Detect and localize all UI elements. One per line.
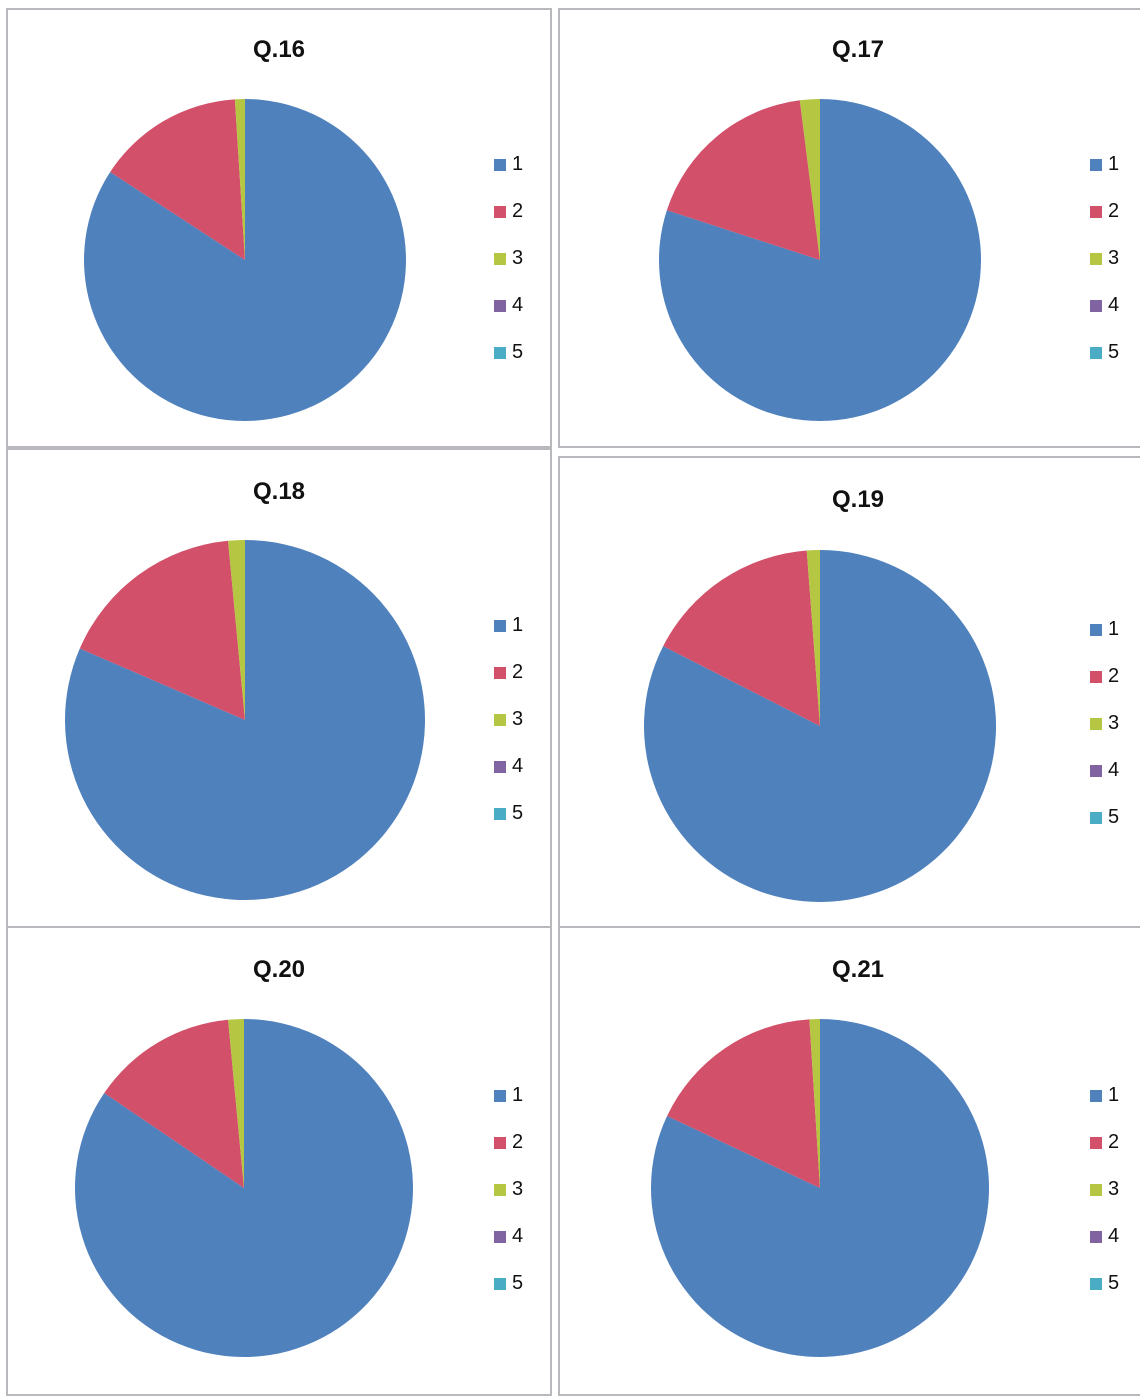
legend-label: 3 <box>512 708 524 730</box>
chart-title: Q.19 <box>831 486 885 513</box>
pie-slice-3 <box>234 99 245 260</box>
legend-label: 1 <box>1108 1084 1120 1106</box>
pie-slice-2 <box>667 1019 820 1188</box>
legend-swatch <box>1090 206 1102 218</box>
legend-swatch <box>494 253 506 265</box>
legend-label: 3 <box>512 247 524 269</box>
legend-label: 3 <box>512 1178 524 1200</box>
pie-slice-2 <box>666 100 820 260</box>
legend-swatch <box>1090 718 1102 730</box>
legend-label: 5 <box>1108 341 1120 363</box>
legend-swatch <box>1090 1184 1102 1196</box>
legend-label: 2 <box>1108 1131 1120 1153</box>
pie-chart <box>65 540 425 900</box>
legend-swatch <box>494 808 506 820</box>
legend-label: 2 <box>512 1131 524 1153</box>
legend-label: 4 <box>512 755 524 777</box>
legend-label: 4 <box>512 1225 524 1247</box>
pie-slice-3 <box>809 1019 820 1188</box>
legend-label: 2 <box>1108 200 1120 222</box>
chart-title: Q.17 <box>831 36 885 63</box>
pie-chart <box>83 99 406 421</box>
legend-swatch <box>1090 253 1102 265</box>
legend-swatch <box>494 1231 506 1243</box>
chart-panel-q20: Q.20 1 2 3 4 5 <box>6 926 552 1396</box>
legend-swatch <box>494 206 506 218</box>
legend-label: 4 <box>1108 1225 1120 1247</box>
legend-label: 2 <box>1108 665 1120 687</box>
legend-label: 3 <box>1108 712 1120 734</box>
legend-swatch <box>1090 624 1102 636</box>
legend-swatch <box>1090 1137 1102 1149</box>
legend-label: 1 <box>512 614 524 636</box>
legend-label: 2 <box>512 200 524 222</box>
chart-panel-q17: Q.17 1 2 3 4 5 <box>558 8 1140 448</box>
legend-swatch <box>494 300 506 312</box>
legend-label: 1 <box>512 153 524 175</box>
legend-swatch <box>1090 159 1102 171</box>
legend-swatch <box>1090 812 1102 824</box>
pie-slice-1 <box>65 540 425 900</box>
legend-swatch <box>1090 671 1102 683</box>
legend-label: 5 <box>512 341 524 363</box>
legend-swatch <box>1090 1278 1102 1290</box>
pie-slice-2 <box>104 1019 244 1188</box>
legend-label: 4 <box>1108 759 1120 781</box>
legend-label: 5 <box>512 1272 524 1294</box>
legend-swatch <box>1090 300 1102 312</box>
legend-label: 2 <box>512 661 524 683</box>
legend-swatch <box>494 1278 506 1290</box>
legend-label: 5 <box>1108 1272 1120 1294</box>
pie-slice-2 <box>110 99 245 261</box>
pie-chart <box>644 550 996 902</box>
legend-swatch <box>1090 347 1102 359</box>
legend-swatch <box>494 159 506 171</box>
legend-swatch <box>494 1137 506 1149</box>
legend-swatch <box>1090 1231 1102 1243</box>
chart-title: Q.16 <box>252 36 306 63</box>
chart-title: Q.21 <box>831 956 885 983</box>
legend-label: 4 <box>512 294 524 316</box>
chart-title: Q.20 <box>252 956 306 983</box>
pie-slice-2 <box>79 540 245 720</box>
legend-label: 5 <box>1108 806 1120 828</box>
pie-slice-3 <box>806 550 820 726</box>
legend-swatch <box>494 667 506 679</box>
legend-label: 1 <box>1108 618 1120 640</box>
pie-chart <box>74 1019 414 1357</box>
chart-title: Q.18 <box>252 478 306 505</box>
legend-swatch <box>494 620 506 632</box>
chart-panel-q16: Q.16 1 2 3 4 5 <box>6 8 552 448</box>
legend-label: 3 <box>1108 1178 1120 1200</box>
legend-label: 1 <box>512 1084 524 1106</box>
legend-label: 4 <box>1108 294 1120 316</box>
chart-panel-q19: Q.19 1 2 3 4 5 <box>558 456 1140 928</box>
legend-swatch <box>494 714 506 726</box>
legend-swatch <box>494 761 506 773</box>
legend-label: 5 <box>512 802 524 824</box>
chart-panel-q18: Q.18 1 2 3 4 5 <box>6 448 552 928</box>
legend-swatch <box>494 1090 506 1102</box>
pie-slice-3 <box>228 1019 244 1188</box>
pie-slice-2 <box>663 550 820 726</box>
legend-label: 1 <box>1108 153 1120 175</box>
pie-slice-3 <box>228 540 245 720</box>
legend-swatch <box>494 1184 506 1196</box>
pie-chart <box>659 99 981 421</box>
pie-chart <box>651 1019 989 1357</box>
legend-swatch <box>494 347 506 359</box>
chart-panel-q21: Q.21 1 2 3 4 5 <box>558 926 1140 1396</box>
legend-label: 3 <box>1108 247 1120 269</box>
legend-swatch <box>1090 1090 1102 1102</box>
legend-swatch <box>1090 765 1102 777</box>
pie-slice-3 <box>799 99 820 260</box>
